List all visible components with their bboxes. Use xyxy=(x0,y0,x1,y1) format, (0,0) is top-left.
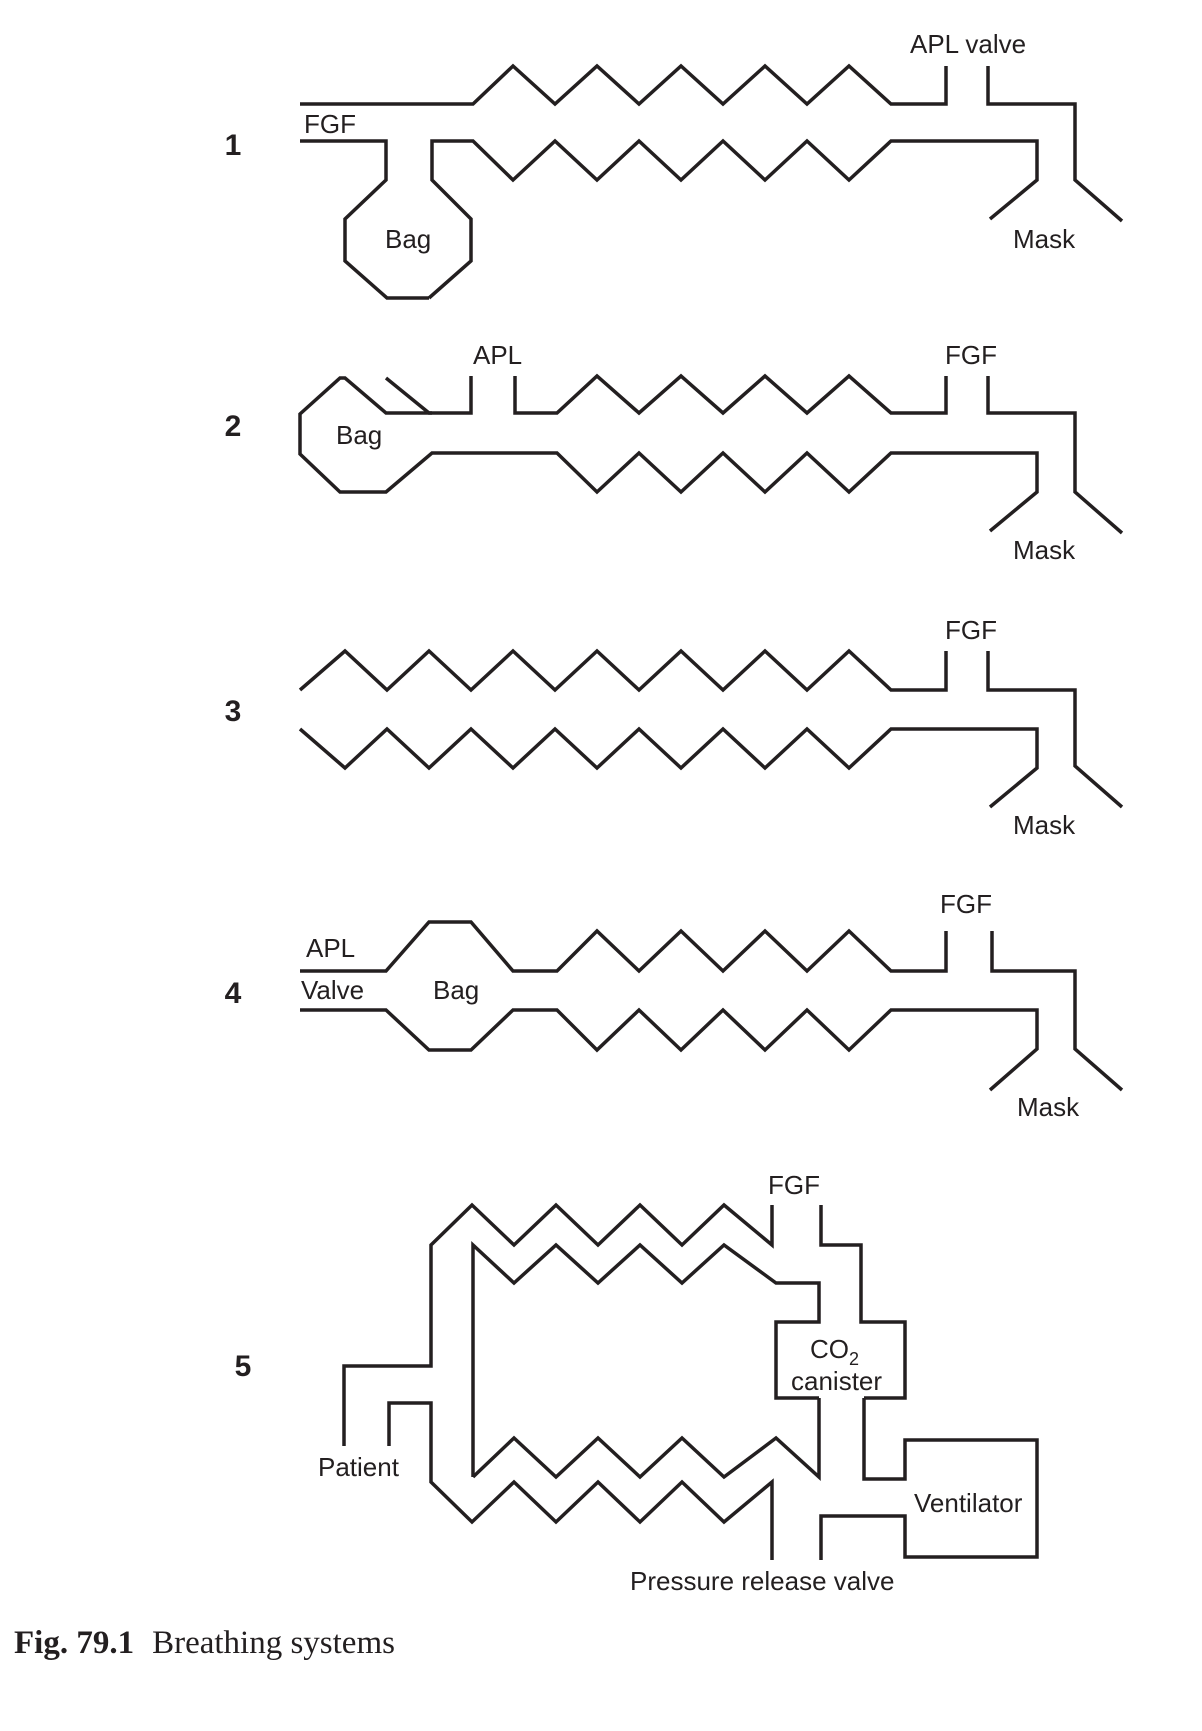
system-1-mask-label: Mask xyxy=(1013,224,1076,254)
system-5-canister-label: canister xyxy=(791,1366,882,1396)
system-4-bag-label: Bag xyxy=(433,975,479,1005)
system-1-apl-valve-label: APL valve xyxy=(910,29,1026,59)
system-4-upper-tube xyxy=(300,920,948,974)
system-4-apl-label: APL xyxy=(306,933,355,963)
system-5-co2-main: CO xyxy=(810,1334,849,1364)
system-5-co2-subscript: 2 xyxy=(849,1349,859,1369)
system-4: 4 APL Valve Bag FGF Mask xyxy=(225,889,1124,1122)
system-2-number: 2 xyxy=(225,410,242,443)
system-5-pressure-release-valve-label: Pressure release valve xyxy=(630,1566,894,1596)
system-4-lower-tube xyxy=(300,1007,1039,1092)
system-4-fgf-label: FGF xyxy=(940,889,992,919)
system-2-fgf-outlet-tube xyxy=(986,376,1124,535)
system-4-number: 4 xyxy=(225,977,242,1010)
system-3-mask-label: Mask xyxy=(1013,810,1076,840)
figure-number: Fig. 79.1 xyxy=(14,1625,135,1661)
system-5: 5 FGF CO2 canister Patient Ventilator Pr… xyxy=(235,1170,1039,1596)
system-2-fgf-label: FGF xyxy=(945,340,997,370)
system-2-apl-label: APL xyxy=(473,340,522,370)
system-2-mask-label: Mask xyxy=(1013,535,1076,565)
system-3-number: 3 xyxy=(225,695,242,728)
figure-caption: Fig. 79.1 Breathing systems xyxy=(14,1625,395,1662)
figure-title: Breathing systems xyxy=(152,1625,395,1661)
system-3-upper-tube xyxy=(298,648,948,693)
system-1: 1 FGF APL valve Bag Mask xyxy=(225,29,1124,300)
system-3-fgf-outlet-tube xyxy=(986,651,1124,809)
system-3-lower-tube xyxy=(298,726,1039,809)
system-5-fgf-to-canister xyxy=(819,1205,907,1400)
system-5-number: 5 xyxy=(235,1350,252,1383)
system-2-apl-to-fgf-tube xyxy=(513,373,948,416)
system-5-ventilator-label: Ventilator xyxy=(914,1488,1023,1518)
system-2: 2 APL FGF Bag Mask xyxy=(225,340,1124,565)
system-4-valve-label: Valve xyxy=(301,975,364,1005)
system-1-apl-outlet-tube xyxy=(986,66,1124,223)
system-1-fgf-label: FGF xyxy=(304,109,356,139)
system-1-bag-left xyxy=(300,139,429,300)
system-1-number: 1 xyxy=(225,129,242,162)
system-2-bag-and-lower-tube xyxy=(298,376,1039,533)
system-2-bag-label: Bag xyxy=(336,420,382,450)
system-5-inner-upper-tube xyxy=(471,1240,821,1477)
system-3: 3 FGF Mask xyxy=(225,615,1124,840)
system-1-upper-tube xyxy=(300,63,948,107)
system-4-fgf-outlet-tube xyxy=(990,931,1124,1092)
system-5-patient-label: Patient xyxy=(318,1452,400,1482)
system-5-outer-upper-tube xyxy=(342,1202,774,1446)
system-1-bag-label: Bag xyxy=(385,224,431,254)
system-5-inner-lower-tube xyxy=(471,1398,821,1481)
system-5-co2-label: CO2 xyxy=(810,1334,859,1369)
system-5-canister-to-ventilator xyxy=(819,1398,1039,1560)
system-2-bag-to-apl xyxy=(384,376,473,415)
system-3-fgf-label: FGF xyxy=(945,615,997,645)
system-4-mask-label: Mask xyxy=(1017,1092,1080,1122)
system-5-fgf-label: FGF xyxy=(768,1170,820,1200)
system-1-bag-right-and-lower-tube xyxy=(427,138,1039,300)
system-5-outer-lower-tube xyxy=(387,1401,774,1560)
